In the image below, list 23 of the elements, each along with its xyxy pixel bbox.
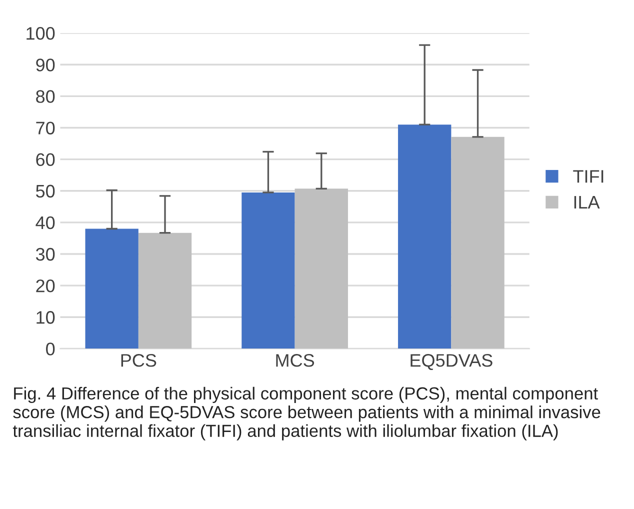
y-tick-label: 0 [46,342,55,356]
y-tick-label: 30 [36,248,55,261]
y-tick-label: 50 [36,184,55,198]
bar [242,192,295,349]
x-tick-label: PCS [121,354,156,367]
y-tick-label: 100 [26,27,55,40]
y-tick-label: 40 [36,216,55,230]
legend-label: ILA [574,196,600,208]
y-tick-label: 80 [36,90,55,103]
bar [85,228,138,349]
bar [138,232,192,349]
caption: Fig. 4 Difference of the physical component score (PCS), mental component score (MCS) and EQ-5DVAS score between patients with a minimal invasive transiliac internal fixator (TIFI) and patients with iliolumbar fixation (ILA) [12,386,600,440]
bar [398,124,452,349]
bar [294,188,348,349]
y-tick-label: 60 [36,153,55,166]
x-tick-label: MCS [276,354,314,367]
legend-label: TIFI [573,170,604,183]
x-tick-label: EQ5DVAS [410,354,492,370]
y-tick-label: 70 [36,122,55,134]
y-tick-label: 20 [36,279,55,292]
y-tick-label: 90 [36,58,55,72]
y-tick-label: 10 [36,311,55,324]
bar [451,136,504,349]
